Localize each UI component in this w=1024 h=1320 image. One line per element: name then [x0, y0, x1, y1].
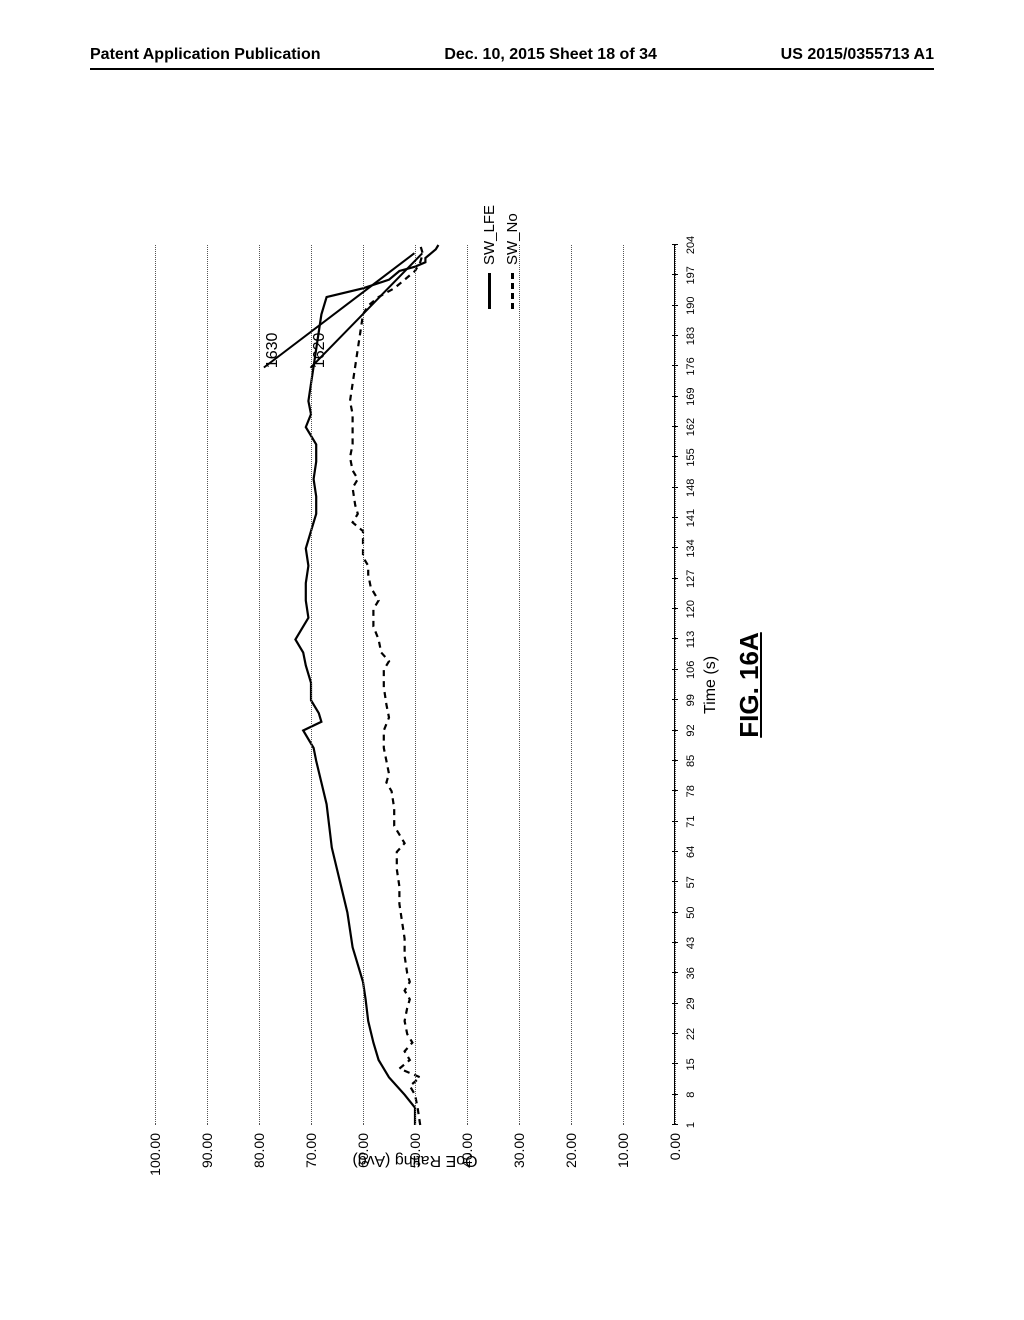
xtick: [672, 1003, 678, 1004]
ytick-label: 30.00: [511, 1133, 527, 1185]
xtick: [672, 912, 678, 913]
xtick: [672, 972, 678, 973]
gridline: [207, 245, 208, 1125]
ytick-label: 100.00: [147, 1133, 163, 1185]
xtick: [672, 1063, 678, 1064]
xtick: [672, 274, 678, 275]
xtick: [672, 1124, 678, 1125]
xtick: [672, 517, 678, 518]
ytick-label: 20.00: [563, 1133, 579, 1185]
xtick-label: 148: [685, 479, 697, 497]
series-line: [295, 245, 438, 1125]
header-right: US 2015/0355713 A1: [781, 46, 934, 64]
figure-title: FIG. 16A: [734, 632, 765, 737]
xtick: [672, 1094, 678, 1095]
xtick: [672, 669, 678, 670]
gridline: [467, 245, 468, 1125]
xtick: [672, 699, 678, 700]
xtick-label: 120: [685, 600, 697, 618]
gridline: [675, 245, 676, 1125]
xtick: [672, 821, 678, 822]
xtick-label: 15: [685, 1058, 697, 1070]
xtick-label: 78: [685, 785, 697, 797]
xtick-label: 176: [685, 357, 697, 375]
xtick-label: 57: [685, 876, 697, 888]
xtick: [672, 578, 678, 579]
xtick-label: 8: [685, 1092, 697, 1098]
xtick-label: 106: [685, 661, 697, 679]
xtick: [672, 244, 678, 245]
xtick-label: 64: [685, 846, 697, 858]
xtick-label: 113: [685, 631, 697, 649]
gridline: [259, 245, 260, 1125]
xtick-label: 141: [685, 509, 697, 527]
ytick-label: 90.00: [199, 1133, 215, 1185]
ytick-label: 40.00: [459, 1133, 475, 1185]
xtick: [672, 608, 678, 609]
gridline: [571, 245, 572, 1125]
legend-label-sw-lfe: SW_LFE: [481, 205, 498, 265]
xtick-label: 197: [685, 266, 697, 284]
xtick-label: 71: [685, 815, 697, 827]
xtick-label: 183: [685, 327, 697, 345]
header-left: Patent Application Publication: [90, 46, 321, 64]
xtick-label: 127: [685, 570, 697, 588]
xtick: [672, 790, 678, 791]
gridline: [155, 245, 156, 1125]
page-header: Patent Application Publication Dec. 10, …: [90, 46, 934, 70]
legend-swatch-solid: [488, 273, 491, 309]
legend-item-sw-lfe: SW_LFE: [481, 205, 498, 309]
header-row: Patent Application Publication Dec. 10, …: [90, 46, 934, 64]
xtick-label: 50: [685, 906, 697, 918]
xtick: [672, 1033, 678, 1034]
ytick-label: 70.00: [303, 1133, 319, 1185]
figure-container: 1630 1620 QoE Rating (Avg) Time (s) FIG.…: [140, 160, 880, 1200]
xtick-label: 99: [685, 694, 697, 706]
xtick: [672, 335, 678, 336]
xtick-label: 1: [685, 1122, 697, 1128]
xtick-label: 43: [685, 937, 697, 949]
xtick-label: 190: [685, 297, 697, 315]
xtick-label: 29: [685, 998, 697, 1010]
xtick: [672, 396, 678, 397]
gridline: [519, 245, 520, 1125]
header-center: Dec. 10, 2015 Sheet 18 of 34: [444, 46, 657, 64]
legend-swatch-dashed: [511, 273, 514, 309]
xtick-label: 204: [685, 236, 697, 254]
xtick-label: 169: [685, 388, 697, 406]
xtick: [672, 365, 678, 366]
xtick-label: 85: [685, 755, 697, 767]
gridline: [311, 245, 312, 1125]
ytick-label: 0.00: [667, 1133, 683, 1185]
annotation-1630-label: 1630: [264, 333, 281, 369]
xtick: [672, 760, 678, 761]
gridline: [363, 245, 364, 1125]
figure-inner: 1630 1620 QoE Rating (Avg) Time (s) FIG.…: [140, 160, 880, 1200]
xtick-label: 134: [685, 539, 697, 557]
xtick-label: 92: [685, 724, 697, 736]
xtick: [672, 426, 678, 427]
xtick: [672, 942, 678, 943]
xtick-label: 36: [685, 967, 697, 979]
xtick: [672, 881, 678, 882]
series-line: [350, 245, 423, 1125]
x-axis-label: Time (s): [702, 656, 720, 714]
xtick-label: 155: [685, 448, 697, 466]
xtick-label: 22: [685, 1028, 697, 1040]
xtick: [672, 730, 678, 731]
xtick: [672, 305, 678, 306]
xtick: [672, 638, 678, 639]
ytick-label: 80.00: [251, 1133, 267, 1185]
ytick-label: 10.00: [615, 1133, 631, 1185]
xtick: [672, 487, 678, 488]
ytick-label: 50.00: [407, 1133, 423, 1185]
gridline: [415, 245, 416, 1125]
xtick: [672, 851, 678, 852]
xtick-label: 162: [685, 418, 697, 436]
xtick: [672, 547, 678, 548]
ytick-label: 60.00: [355, 1133, 371, 1185]
gridline: [623, 245, 624, 1125]
plot-area: 1630 1620 QoE Rating (Avg) Time (s) FIG.…: [155, 245, 675, 1125]
xtick: [672, 456, 678, 457]
